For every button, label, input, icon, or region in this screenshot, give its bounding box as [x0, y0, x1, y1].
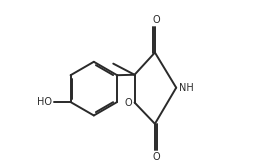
Text: HO: HO	[37, 97, 52, 107]
Text: O: O	[124, 97, 132, 108]
Text: O: O	[152, 15, 160, 25]
Text: NH: NH	[179, 83, 194, 93]
Text: O: O	[152, 152, 160, 162]
